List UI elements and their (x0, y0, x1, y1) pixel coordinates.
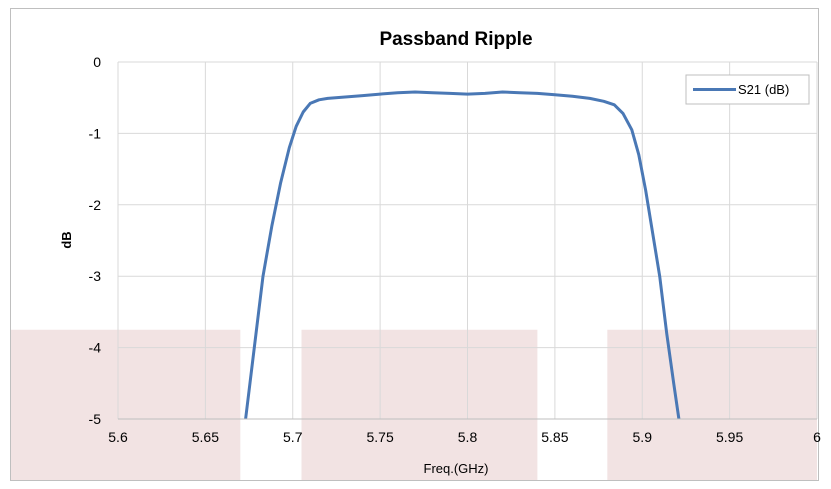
y-tick-label-4: -4 (89, 340, 102, 356)
shaded-regions (11, 329, 817, 480)
shaded-region-0 (11, 329, 241, 480)
axis-layer: 5.6 5.65 5.7 5.75 5.8 5.85 5.9 5.95 6 0 -1 -2 -3 -4 -5 (89, 54, 822, 445)
x-tick-label-5: 5.85 (541, 429, 568, 445)
y-tick-label-2: -2 (89, 197, 102, 213)
y-axis-title: dB (59, 231, 74, 248)
legend-label: S21 (dB) (738, 82, 789, 97)
x-tick-label-7: 5.95 (716, 429, 743, 445)
x-tick-label-8: 6 (813, 429, 821, 445)
grid-lines (117, 61, 818, 420)
x-tick-label-4: 5.8 (458, 429, 478, 445)
y-tick-label-0: 0 (93, 54, 101, 70)
shaded-region-1 (301, 329, 538, 480)
legend: S21 (dB) (685, 74, 810, 105)
x-axis-title: Freq.(GHz) (424, 461, 489, 476)
x-tick-label-1: 5.65 (192, 429, 219, 445)
x-tick-label-6: 5.9 (633, 429, 653, 445)
shaded-region-2 (607, 329, 817, 480)
x-tick-label-2: 5.7 (283, 429, 303, 445)
y-tick-label-3: -3 (89, 268, 102, 284)
series-line-0 (244, 90, 681, 420)
x-tick-label-0: 5.6 (108, 429, 128, 445)
y-tick-label-5: -5 (89, 411, 102, 427)
y-tick-label-1: -1 (89, 125, 102, 141)
series-layer (244, 90, 681, 420)
x-tick-label-3: 5.75 (367, 429, 394, 445)
chart-frame (10, 8, 819, 481)
chart-title: Passband Ripple (379, 29, 532, 50)
